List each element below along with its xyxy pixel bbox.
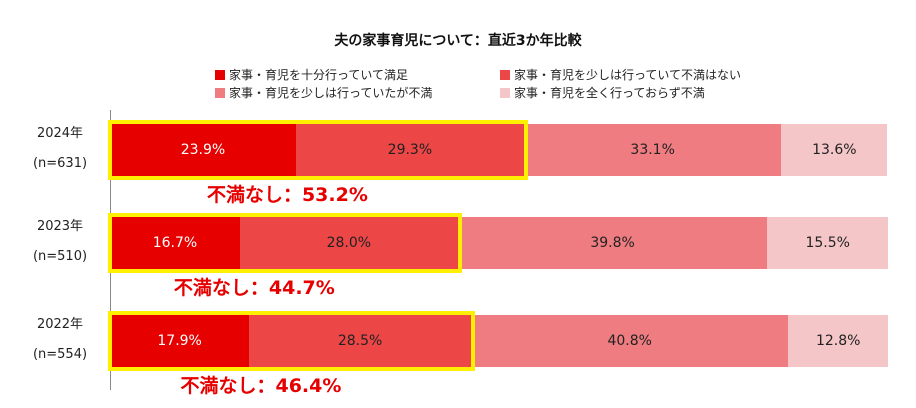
bar-segment: 28.5% xyxy=(249,315,471,367)
annotation-no-complaint: 不満なし：53.2% xyxy=(206,184,368,206)
bar-segment: 33.1% xyxy=(523,124,782,176)
legend-item-no-complaint: 家事・育児を少しは行っていて不満はない xyxy=(500,66,741,83)
bar-segment: 39.8% xyxy=(457,217,768,269)
legend-label: 家事・育児を十分行っていて満足 xyxy=(229,68,409,82)
y-tick-sample-size: (n=631) xyxy=(32,156,88,171)
y-tick-label: 2024年 xyxy=(36,126,84,141)
y-tick-sample-size: (n=510) xyxy=(32,249,88,264)
bar-segment: 15.5% xyxy=(767,217,888,269)
legend-swatch xyxy=(215,69,225,80)
bar-segment: 16.7% xyxy=(110,217,240,269)
legend-swatch xyxy=(500,87,510,98)
legend-label: 家事・育児を全く行っておらず不満 xyxy=(514,86,705,100)
legend-item-none-complaint: 家事・育児を全く行っておらず不満 xyxy=(500,84,705,101)
annotation-no-complaint: 不満なし：46.4% xyxy=(180,375,342,397)
legend-swatch xyxy=(215,87,225,98)
bar-segment: 13.6% xyxy=(781,124,888,176)
bar-segment: 12.8% xyxy=(788,315,888,367)
y-tick-label: 2022年 xyxy=(36,317,84,332)
bar-segment: 23.9% xyxy=(110,124,296,176)
legend-label: 家事・育児を少しは行っていたが不満 xyxy=(229,86,433,100)
chart-title: 夫の家事育児について：直近3か年比較 xyxy=(334,33,582,49)
highlight-box xyxy=(108,120,528,180)
highlight-box xyxy=(108,213,462,273)
bar-segment: 17.9% xyxy=(110,315,250,367)
legend-label: 家事・育児を少しは行っていて不満はない xyxy=(514,68,742,82)
legend-swatch xyxy=(500,69,510,80)
y-tick-sample-size: (n=554) xyxy=(32,347,88,362)
y-tick-label: 2023年 xyxy=(36,219,84,234)
bar-segment: 40.8% xyxy=(470,315,789,367)
highlight-box xyxy=(108,311,475,371)
legend-item-satisfied: 家事・育児を十分行っていて満足 xyxy=(215,66,408,83)
annotation-no-complaint: 不満なし：44.7% xyxy=(173,277,335,299)
bar-segment: 29.3% xyxy=(295,124,524,176)
bar-segment: 28.0% xyxy=(239,217,458,269)
legend-item-some-complaint: 家事・育児を少しは行っていたが不満 xyxy=(215,84,432,101)
